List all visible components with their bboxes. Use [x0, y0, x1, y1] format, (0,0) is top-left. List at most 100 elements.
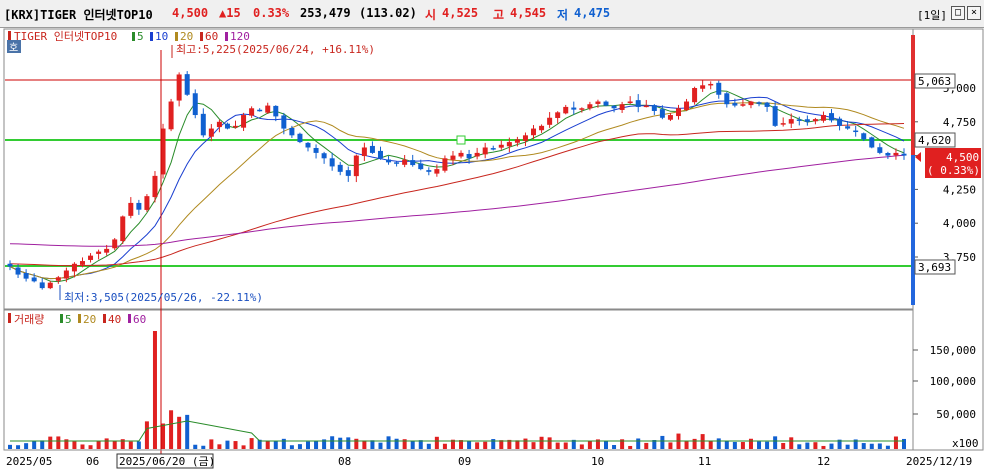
- volume-bar: [789, 437, 794, 449]
- x-axis-label: 10: [591, 455, 604, 468]
- volume-bar: [773, 436, 778, 449]
- legend-items: 5 10 20 60 120: [132, 30, 250, 43]
- current-price: 4,500: [172, 6, 209, 20]
- volume-bar: [120, 439, 125, 449]
- legend-item: 120: [230, 30, 250, 43]
- candle-body: [144, 196, 150, 210]
- volume-label: 거래량: [14, 313, 44, 326]
- moving-averages: [9, 90, 905, 283]
- volume-bar: [724, 440, 729, 449]
- volume-bar: [370, 440, 375, 449]
- hint-icon[interactable]: [7, 40, 21, 53]
- candle-body: [418, 163, 424, 170]
- volume-bar: [491, 439, 496, 449]
- volume-bar: [249, 438, 254, 449]
- candle-body: [39, 282, 45, 289]
- restore-icon[interactable]: □: [951, 6, 965, 20]
- candle-body: [877, 147, 883, 153]
- candle-body: [79, 261, 85, 265]
- candle-body: [579, 108, 585, 110]
- candle-body: [369, 145, 375, 153]
- candle-body: [901, 153, 907, 156]
- volume-bar: [579, 444, 584, 449]
- candle-body: [192, 93, 198, 116]
- volume-bar: [233, 441, 238, 449]
- candle-body: [772, 106, 778, 126]
- candle-body: [273, 105, 279, 117]
- volume-tick-label: 150,000: [930, 344, 976, 357]
- candle-body: [329, 158, 335, 167]
- candle-body: [732, 103, 738, 106]
- candle-body: [394, 162, 400, 164]
- candle-body: [514, 139, 520, 143]
- candle-body: [216, 121, 222, 128]
- volume-bars: [8, 331, 906, 449]
- price-change: ▲15: [219, 6, 241, 20]
- candle-body: [788, 119, 794, 124]
- candle-body: [506, 142, 512, 147]
- close-icon[interactable]: ×: [967, 6, 981, 20]
- candle-body: [321, 153, 327, 159]
- candle-body: [812, 119, 818, 122]
- volume-bar: [692, 438, 697, 449]
- legend-item: 20: [180, 30, 193, 43]
- volume-legend-swatch: [78, 314, 81, 323]
- volume-bar: [636, 438, 641, 449]
- volume-bar: [829, 443, 834, 449]
- candle-body: [611, 105, 617, 109]
- candle-body: [15, 267, 21, 275]
- candlesticks[interactable]: [7, 71, 907, 290]
- candle-body: [71, 263, 77, 272]
- candle-body: [450, 155, 456, 160]
- candle-body: [168, 101, 174, 130]
- candle-body: [128, 202, 134, 216]
- candle-body: [55, 277, 61, 281]
- volume-bar: [56, 436, 61, 449]
- volume-bar: [281, 438, 286, 449]
- price-scroll-bar[interactable]: [911, 35, 915, 305]
- stock-chart[interactable]: 5,0004,7504,5004,2504,0003,750150,000100…: [0, 28, 984, 469]
- candle-body: [136, 202, 142, 210]
- candle-body: [104, 248, 110, 253]
- price-axis-panel: [912, 28, 984, 451]
- legend-swatch: [225, 32, 228, 41]
- volume-bar: [289, 445, 294, 449]
- line-handle[interactable]: [456, 135, 466, 145]
- legend-swatch: [132, 32, 135, 41]
- candle-body: [426, 170, 432, 172]
- ma20-line: [9, 102, 905, 280]
- volume-ma-line: [10, 420, 904, 442]
- candle-body: [63, 270, 69, 279]
- candle-body: [716, 82, 722, 95]
- volume-legend-swatch: [103, 314, 106, 323]
- period-selector[interactable]: [1일]: [917, 9, 947, 22]
- volume-bar: [338, 437, 343, 449]
- volume-bar: [612, 445, 617, 449]
- volume-bar: [885, 445, 890, 449]
- volume-bar: [877, 443, 882, 449]
- volume-bar: [48, 436, 53, 449]
- volume-bar: [531, 442, 536, 449]
- volume-unit: x100: [952, 437, 979, 450]
- volume-legend-marker: [8, 313, 11, 323]
- volume-bar: [410, 440, 415, 449]
- title-bar: [KRX]TIGER 인터넷TOP10 4,500 ▲15 0.33% 253,…: [0, 0, 984, 28]
- volume-bar: [740, 442, 745, 449]
- candle-body: [845, 126, 851, 129]
- candle-body: [603, 101, 609, 106]
- lower-tag: [914, 259, 956, 275]
- volume-bar: [475, 442, 480, 449]
- volume-bar: [757, 441, 762, 449]
- volume-bar: [257, 439, 262, 449]
- price-scroll-thumb[interactable]: [911, 35, 915, 155]
- volume-bar: [684, 441, 689, 449]
- candle-body: [700, 85, 706, 89]
- candle-body: [386, 159, 392, 163]
- candle-body: [7, 263, 13, 267]
- candle-body: [474, 152, 480, 157]
- volume-bar: [467, 440, 472, 449]
- candle-body: [531, 128, 537, 136]
- volume-bar: [861, 443, 866, 449]
- volume-bar: [217, 444, 222, 449]
- x-axis-label: 08: [338, 455, 351, 468]
